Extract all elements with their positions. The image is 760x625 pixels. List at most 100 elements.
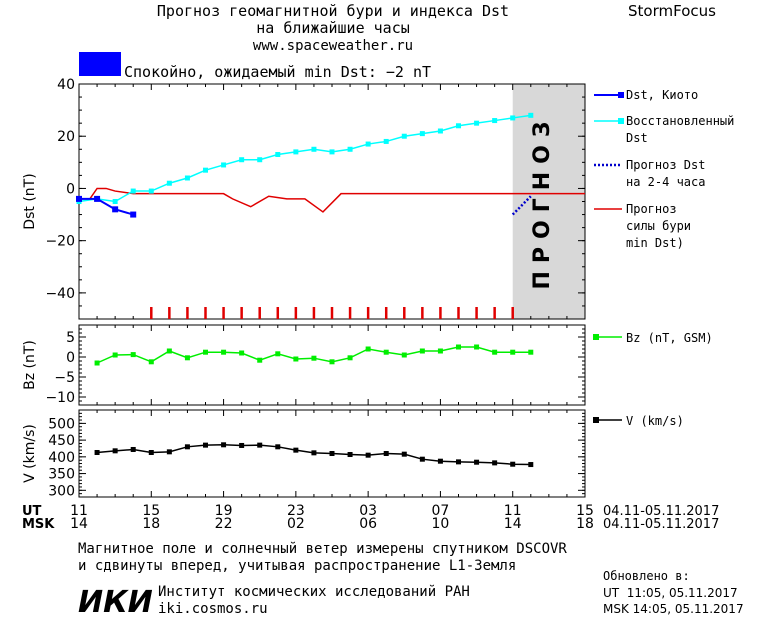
speed-point [365, 452, 371, 458]
speed-point [510, 461, 516, 467]
bz-panel: 5 0 −5 −10 Bz (nT) [22, 324, 586, 406]
ut-date-range: 04.11-05.11.2017 [603, 504, 719, 519]
msk-tick-label: 22 [215, 516, 233, 532]
speed-point [275, 444, 281, 450]
legend-bz-label: Bz (nT, GSM) [626, 331, 713, 345]
msk-tick-label: 06 [359, 516, 377, 532]
dst-restored-point [401, 133, 407, 139]
bz-point [311, 355, 317, 361]
updated-msk: MSK 14:05, 05.11.2017 [603, 602, 744, 616]
y-tick-label: −40 [45, 286, 75, 302]
msk-tick-label: 18 [576, 516, 594, 532]
speed-point [221, 442, 227, 448]
ut-tick-label: 15 [142, 503, 160, 519]
bz-point [275, 351, 281, 357]
dst-restored-point [112, 199, 118, 204]
bz-point [437, 348, 443, 354]
speed-point [293, 447, 299, 453]
dst-restored-point [456, 123, 461, 129]
dst-restored-point [329, 149, 335, 155]
bz-point [130, 352, 136, 358]
dst-restored-point [419, 131, 425, 137]
speed-point [166, 449, 172, 455]
institute-url[interactable]: iki.cosmos.ru [158, 601, 268, 617]
bz-point [184, 355, 190, 361]
panel-frame [78, 83, 586, 320]
msk-tick-label: 14 [70, 516, 88, 532]
y-tick-label: 350 [48, 467, 75, 483]
dst-restored-point [148, 188, 154, 194]
v-legend: V (km/s) [593, 414, 684, 428]
ut-tick-label: 11 [70, 503, 88, 519]
source-note-line2: и сдвинуты вперед, учитывая распростране… [78, 558, 516, 574]
dst-restored-point [293, 149, 299, 155]
msk-tick-labels: 14 18 22 02 06 10 14 18 [70, 516, 594, 532]
bz-point [383, 349, 389, 355]
y-axis-label: Dst (nT) [22, 173, 38, 229]
bz-point [365, 346, 371, 352]
speed-point [311, 450, 317, 456]
y-tick-label: 450 [48, 433, 75, 449]
bz-point [456, 344, 461, 350]
status-swatch [79, 52, 121, 76]
legend-kyoto-marker [594, 92, 624, 98]
y-tick-label: −10 [45, 390, 75, 406]
legend-v-label: V (km/s) [626, 414, 684, 428]
dst-restored-point [365, 141, 371, 147]
svg-text:ИКИ: ИКИ [78, 585, 153, 620]
dst-kyoto-point [130, 211, 137, 218]
y-tick-label: 0 [66, 350, 75, 366]
panel-frame [78, 324, 586, 406]
y-tick-label: 5 [66, 330, 75, 346]
legend-bz-marker [593, 334, 622, 340]
speed-point [203, 442, 208, 448]
legend-restored-marker [594, 118, 624, 124]
msk-axis-label: MSK [22, 517, 55, 532]
dst-restored-point [492, 118, 498, 124]
institute-name: Институт космических исследований РАН [158, 584, 470, 600]
msk-tick-label: 18 [142, 516, 160, 532]
speed-point [239, 442, 245, 448]
speed-point [94, 449, 100, 455]
page-subtitle: на ближайшие часы [256, 19, 410, 37]
forecast-zone-label: ПРОГНОЗ [530, 113, 555, 289]
ut-axis-label: UT [22, 504, 42, 519]
dst-restored-point [166, 180, 172, 186]
y-tick-label: 500 [48, 416, 75, 432]
bz-point [94, 360, 100, 366]
updated-ut: UT 11:05, 05.11.2017 [603, 586, 738, 600]
y-tick-label: −20 [45, 234, 75, 250]
dst-restored-point [203, 167, 208, 173]
bz-point [347, 355, 353, 361]
site-url[interactable]: www.spaceweather.ru [253, 38, 413, 54]
speed-point [347, 452, 353, 458]
bz-point [401, 352, 407, 358]
bz-point [528, 349, 534, 355]
y-tick-label: 400 [48, 450, 75, 466]
brand-name: StormFocus [628, 2, 716, 20]
bz-point [166, 348, 172, 354]
ut-tick-label: 23 [287, 503, 305, 519]
bz-point [203, 349, 208, 355]
dst-kyoto-point [112, 206, 119, 213]
speed-point [456, 459, 461, 465]
speed-point [257, 442, 263, 448]
iki-logo: ИКИ [78, 585, 153, 620]
ut-tick-label: 19 [215, 503, 233, 519]
dst-restored-point [184, 175, 190, 181]
speed-point [329, 451, 335, 456]
y-tick-label: −5 [54, 370, 75, 386]
speed-point [184, 444, 190, 450]
dst-legend: Dst, Киото Восстановленный Dst Прогноз Ds… [594, 88, 734, 250]
dst-restored-point [130, 188, 136, 194]
ut-tick-label: 11 [504, 503, 522, 519]
ut-tick-label: 03 [359, 503, 377, 519]
msk-tick-label: 14 [504, 516, 522, 532]
ut-tick-label: 15 [576, 503, 594, 519]
legend-v-marker [593, 417, 622, 423]
bz-point [239, 350, 245, 356]
legend-kyoto-label: Dst, Киото [626, 88, 698, 102]
y-axis-label: V (km/s) [22, 424, 38, 483]
bz-legend: Bz (nT, GSM) [593, 331, 713, 345]
